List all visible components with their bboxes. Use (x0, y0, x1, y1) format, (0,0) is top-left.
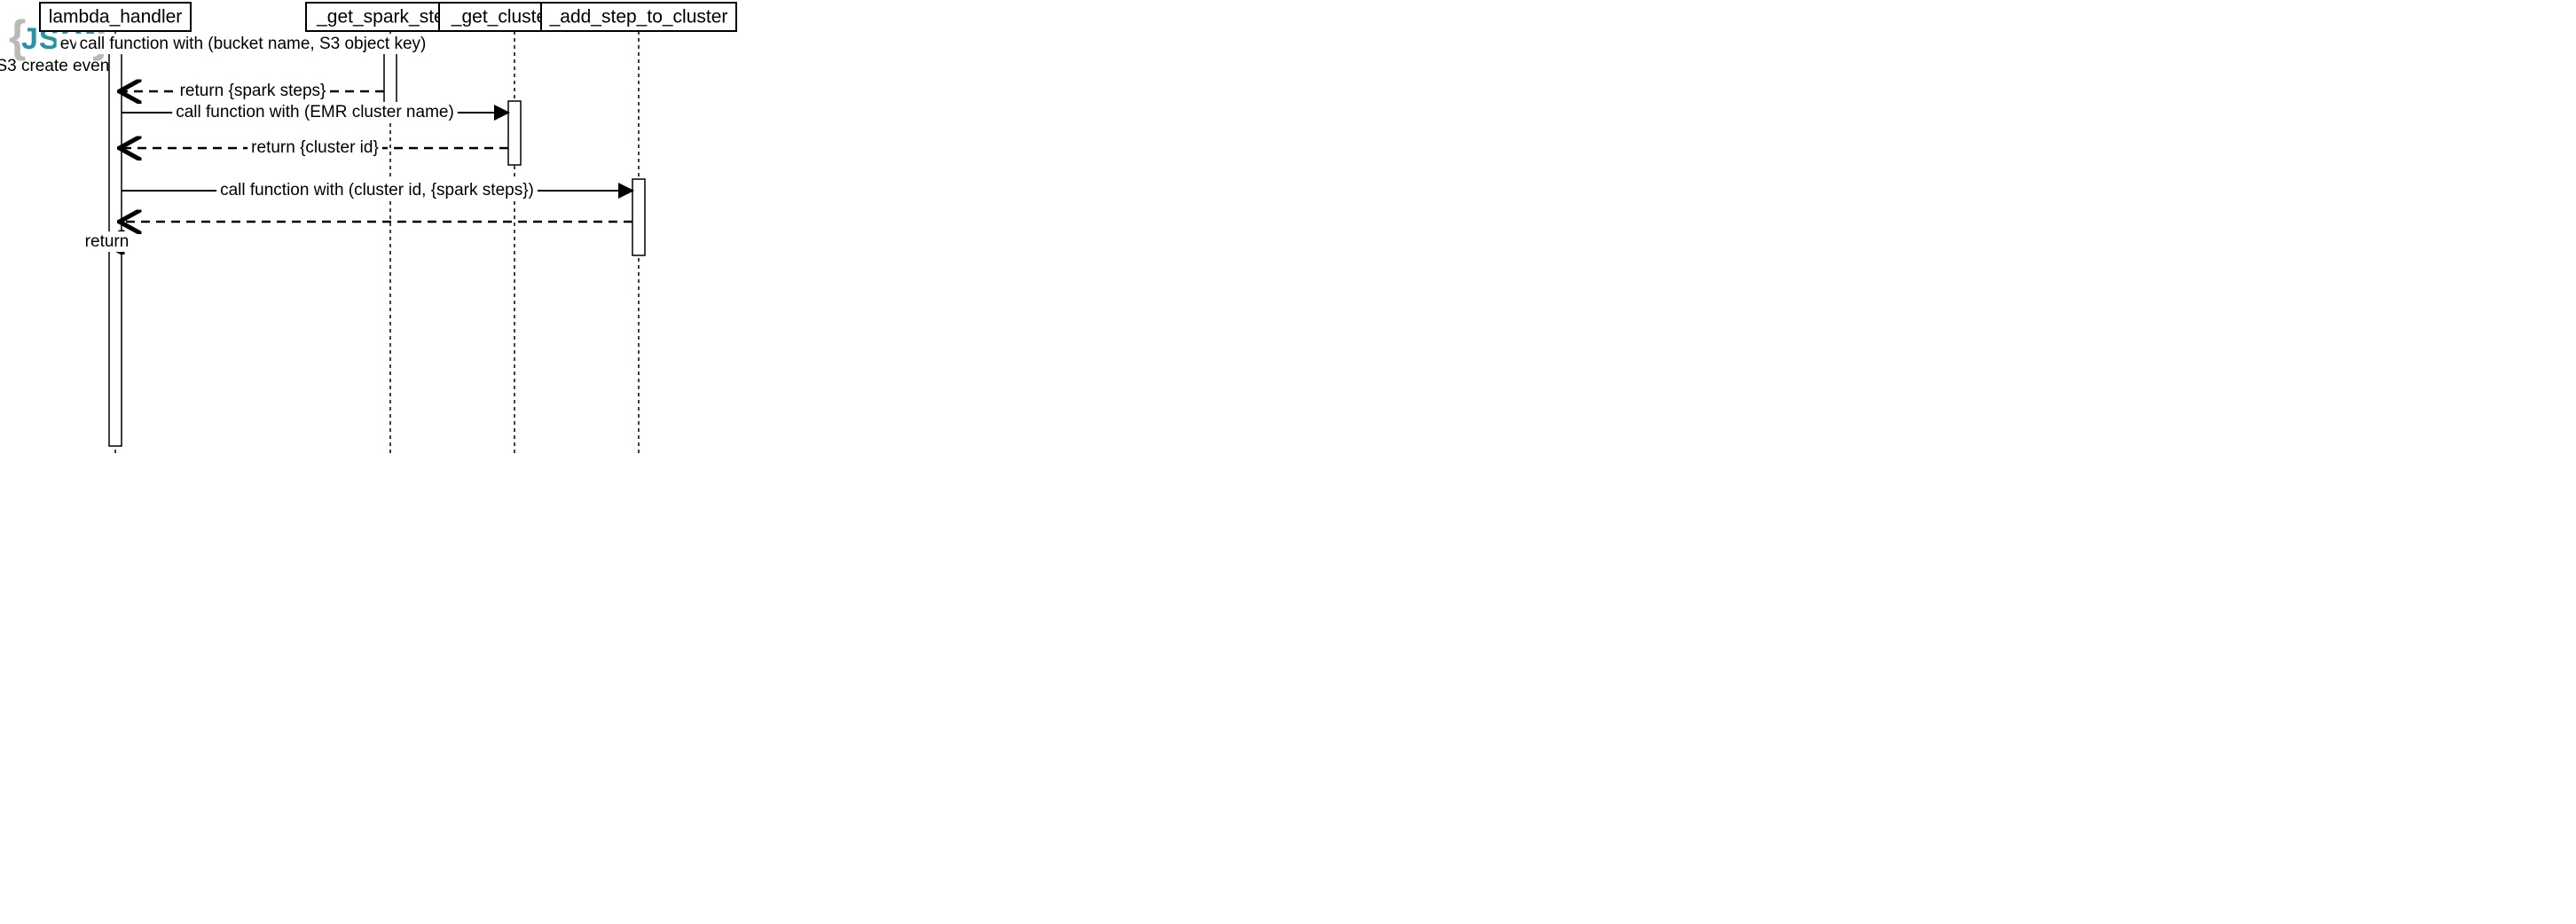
message-label: return {spark steps} (180, 82, 326, 100)
message-1: call function with (bucket name, S3 obje… (76, 34, 430, 54)
message-label: return {cluster id} (251, 138, 379, 157)
message-5: call function with (cluster id, {spark s… (122, 180, 632, 200)
message-label: call function with (bucket name, S3 obje… (80, 35, 427, 53)
sequence-diagram: {JSON}S3 create eventlambda_handler_get_… (0, 0, 1288, 462)
participant-_get_cluster_id: _get_cluster_id (439, 3, 590, 454)
message-label: call function with (EMR cluster name) (176, 103, 454, 121)
participant-label: lambda_handler (49, 7, 183, 27)
message-label: return (85, 232, 130, 251)
activation-_add_step_to_cluster (632, 179, 645, 255)
message-label: call function with (cluster id, {spark s… (220, 181, 534, 200)
json-caption: S3 create event (0, 57, 114, 75)
message-7: return (82, 231, 133, 252)
message-2: return {spark steps} (122, 81, 384, 101)
participant-label: _add_step_to_cluster (549, 7, 728, 27)
message-4: return {cluster id} (122, 137, 508, 158)
activation-_get_cluster_id (508, 101, 521, 165)
message-3: call function with (EMR cluster name) (122, 102, 508, 122)
